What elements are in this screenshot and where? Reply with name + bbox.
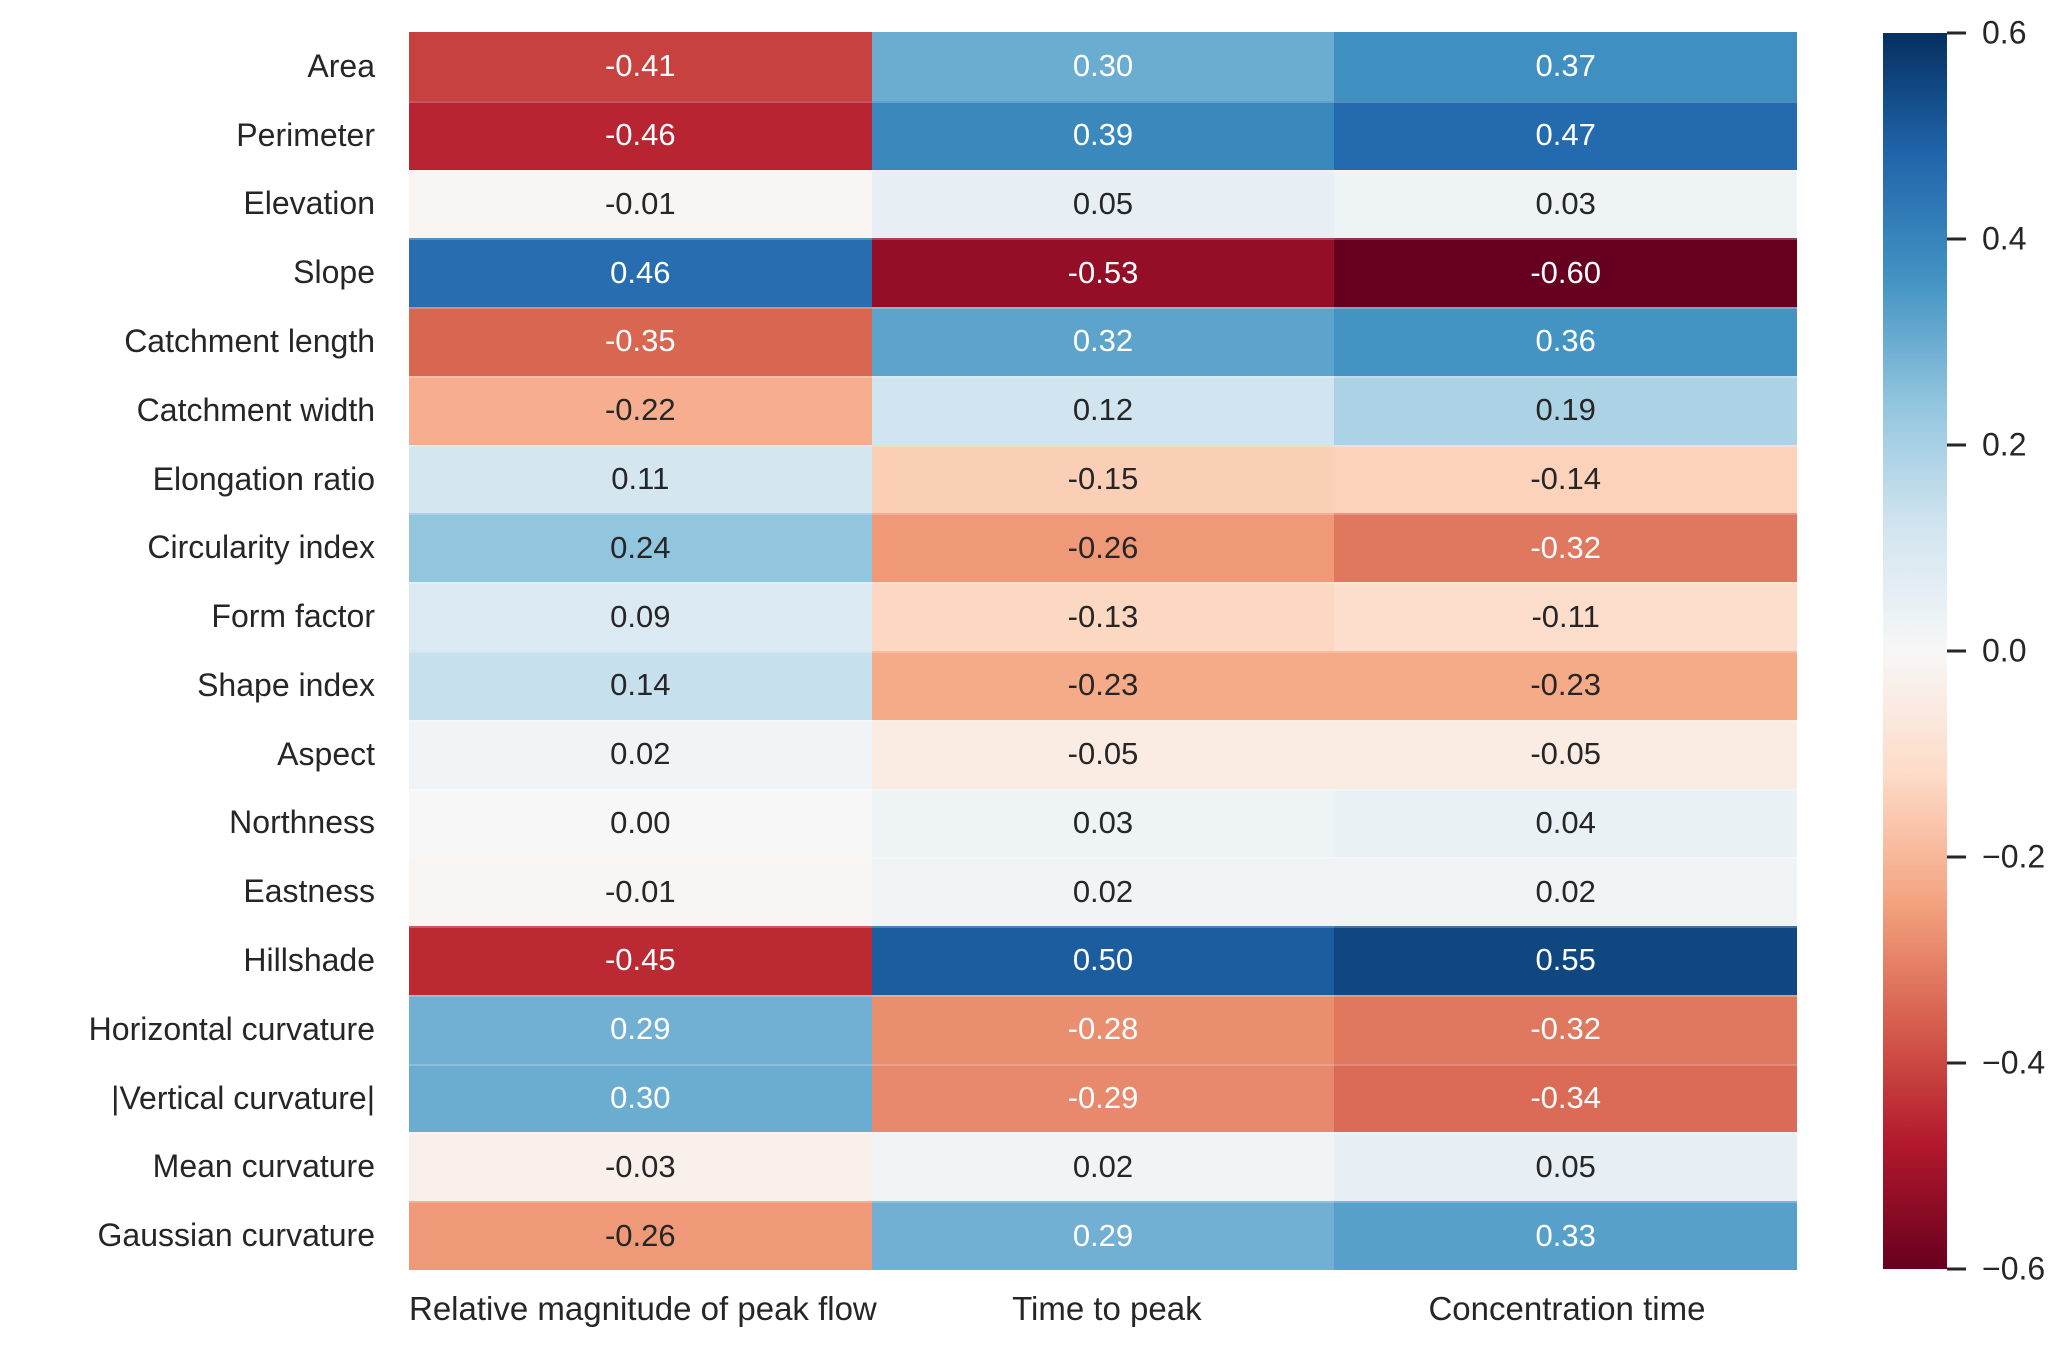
row-label: Catchment length [124, 322, 375, 359]
row-label: Slope [293, 254, 375, 291]
row-label: Elongation ratio [152, 460, 375, 497]
heatmap-cell: 0.02 [871, 857, 1335, 927]
colorbar-gradient [1883, 33, 1947, 1269]
colorbar-tick-label: 0.2 [1982, 426, 2027, 463]
row-label: Perimeter [236, 116, 375, 153]
heatmap-cell: 0.24 [409, 513, 872, 583]
row-label: Elevation [243, 185, 375, 222]
heatmap-cell: -0.23 [871, 651, 1335, 720]
column-label: Concentration time [1428, 1290, 1706, 1327]
heatmap-cell: 0.29 [871, 1201, 1335, 1270]
heatmap-cell: -0.01 [409, 169, 872, 239]
row-label: Northness [229, 804, 375, 841]
heatmap-cell: -0.53 [871, 238, 1335, 308]
heatmap-cell: -0.34 [1334, 1063, 1797, 1133]
row-label: Hillshade [243, 941, 375, 978]
heatmap-cell: 0.55 [1334, 926, 1797, 995]
row-label: Gaussian curvature [97, 1217, 375, 1254]
heatmap-cell: 0.12 [871, 375, 1335, 445]
heatmap-cell: -0.29 [871, 1063, 1335, 1133]
heatmap-cell: 0.30 [409, 1063, 872, 1133]
row-label: Form factor [211, 598, 375, 635]
heatmap-cell: 0.11 [409, 444, 872, 514]
row-label: |Vertical curvature| [111, 1079, 375, 1116]
heatmap-cell: 0.29 [409, 994, 872, 1064]
heatmap-cell: 0.39 [871, 100, 1335, 170]
heatmap-cell: -0.28 [871, 994, 1335, 1064]
colorbar-tick [1947, 1061, 1966, 1065]
row-label: Area [307, 47, 375, 84]
heatmap-cell: -0.11 [1334, 582, 1797, 651]
colorbar-tick-label: −0.4 [1982, 1044, 2046, 1081]
heatmap-cell: 0.05 [1334, 1132, 1797, 1202]
heatmap-cell: 0.47 [1334, 100, 1797, 170]
colorbar-tick [1947, 443, 1966, 447]
heatmap-cell: 0.00 [409, 788, 872, 858]
heatmap-cell: -0.46 [409, 100, 872, 170]
heatmap-cell: 0.03 [1334, 169, 1797, 239]
heatmap-cell: 0.46 [409, 238, 872, 308]
heatmap-cell: 0.02 [409, 719, 872, 789]
colorbar-tick-label: −0.2 [1982, 838, 2046, 875]
heatmap-cell: -0.41 [409, 32, 872, 101]
heatmap-cell: -0.05 [871, 719, 1335, 789]
heatmap-cell: -0.14 [1334, 444, 1797, 514]
heatmap-cell: -0.35 [409, 307, 872, 376]
heatmap-cell: 0.05 [871, 169, 1335, 239]
heatmap-cell: -0.03 [409, 1132, 872, 1202]
colorbar-tick [1947, 1267, 1966, 1271]
heatmap-cell: -0.05 [1334, 719, 1797, 789]
heatmap-cell: 0.36 [1334, 307, 1797, 376]
heatmap-cell: -0.32 [1334, 994, 1797, 1064]
column-label: Relative magnitude of peak flow [409, 1290, 877, 1327]
row-label: Shape index [197, 666, 375, 703]
colorbar-tick-label: 0.4 [1982, 220, 2027, 257]
heatmap-cell: -0.22 [409, 375, 872, 445]
heatmap-cell: 0.32 [871, 307, 1335, 376]
colorbar-tick [1947, 31, 1966, 35]
row-label: Eastness [243, 873, 375, 910]
heatmap-cell: -0.26 [871, 513, 1335, 583]
heatmap-cell: 0.03 [871, 788, 1335, 858]
row-label: Aspect [277, 735, 375, 772]
heatmap-cell: 0.30 [871, 32, 1335, 101]
row-label: Circularity index [147, 529, 375, 566]
heatmap-cell: 0.02 [871, 1132, 1335, 1202]
row-label: Mean curvature [152, 1148, 375, 1185]
row-label: Horizontal curvature [88, 1010, 375, 1047]
colorbar-tick [1947, 237, 1966, 241]
heatmap-cell: -0.32 [1334, 513, 1797, 583]
colorbar: 0.6 0.4 0.2 0.0 −0.2 −0.4 −0.6 [1883, 15, 2045, 1287]
heatmap-grid: -0.41 0.30 0.37 -0.46 0.39 0.47 -0.01 0.05 0.03 0… [409, 32, 1797, 1270]
heatmap-cell: 0.04 [1334, 788, 1797, 858]
heatmap-cell: -0.15 [871, 444, 1335, 514]
heatmap-cell: -0.01 [409, 857, 872, 927]
column-labels: Relative magnitude of peak flow Time to p… [409, 1290, 1797, 1328]
heatmap-cell: -0.60 [1334, 238, 1797, 308]
heatmap-cell: 0.09 [409, 582, 872, 651]
colorbar-tick [1947, 855, 1966, 859]
colorbar-tick-label: 0.0 [1982, 632, 2027, 669]
heatmap-cell: -0.26 [409, 1201, 872, 1270]
heatmap-cell: 0.50 [871, 926, 1335, 995]
heatmap-cell: -0.13 [871, 582, 1335, 651]
heatmap-cell: 0.37 [1334, 32, 1797, 101]
colorbar-tick [1947, 649, 1966, 653]
heatmap-cell: 0.33 [1334, 1201, 1797, 1270]
heatmap-cell: -0.23 [1334, 651, 1797, 720]
column-label: Time to peak [1012, 1290, 1202, 1327]
heatmap-cell: 0.02 [1334, 857, 1797, 927]
colorbar-tick-label: 0.6 [1982, 14, 2027, 51]
row-label: Catchment width [136, 391, 375, 428]
colorbar-tick-label: −0.6 [1982, 1250, 2046, 1287]
heatmap-cell: -0.45 [409, 926, 872, 995]
heatmap-cell: 0.14 [409, 651, 872, 720]
row-labels: Area Perimeter Elevation Slope Catchment len… [0, 32, 392, 1270]
heatmap-cell: 0.19 [1334, 375, 1797, 445]
